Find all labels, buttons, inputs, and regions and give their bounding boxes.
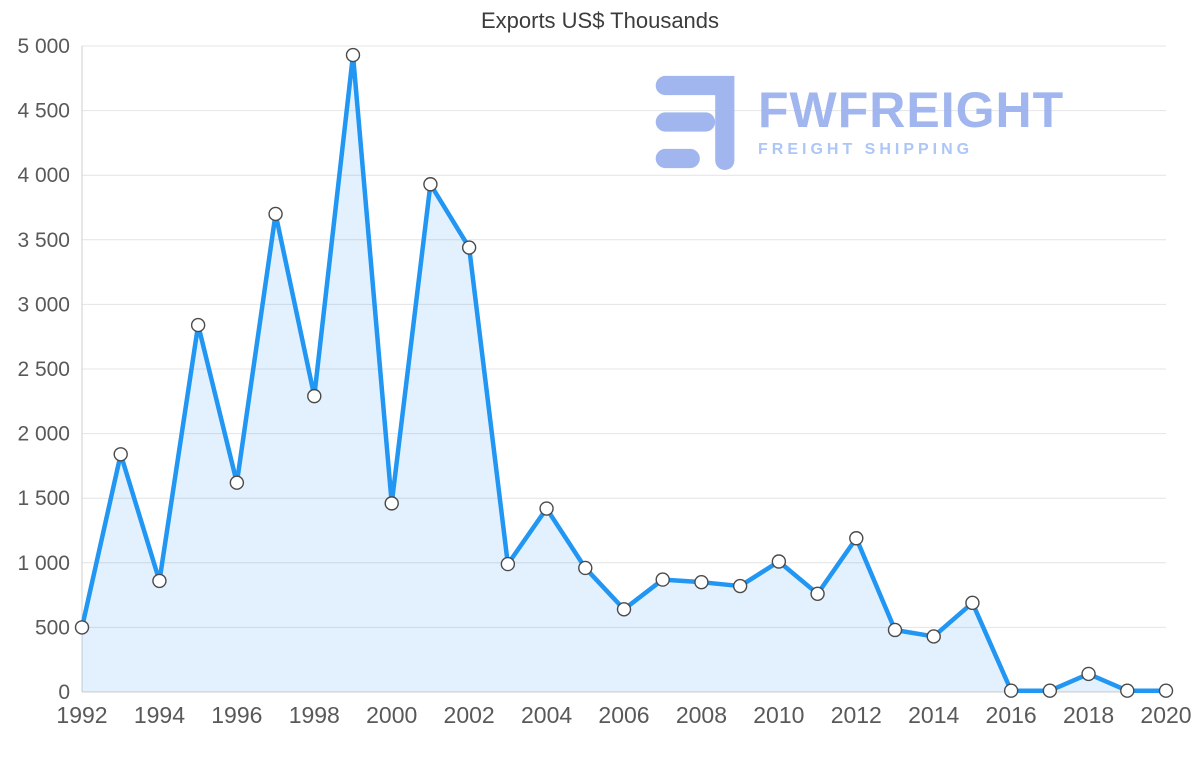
svg-text:3 500: 3 500 [17, 229, 70, 252]
svg-text:1998: 1998 [289, 702, 340, 728]
svg-text:1 500: 1 500 [17, 487, 70, 510]
chart-title: Exports US$ Thousands [480, 8, 720, 33]
svg-text:0: 0 [58, 681, 70, 704]
svg-text:5 000: 5 000 [17, 35, 70, 58]
svg-text:1992: 1992 [56, 702, 107, 728]
svg-text:2014: 2014 [908, 702, 959, 728]
svg-text:1996: 1996 [211, 702, 262, 728]
svg-text:1 000: 1 000 [17, 552, 70, 575]
svg-text:2 000: 2 000 [17, 423, 70, 446]
svg-text:2 500: 2 500 [17, 358, 70, 381]
svg-text:4 000: 4 000 [17, 164, 70, 187]
svg-text:2020: 2020 [1140, 702, 1191, 728]
svg-text:2010: 2010 [753, 702, 804, 728]
svg-text:2018: 2018 [1063, 702, 1114, 728]
svg-text:500: 500 [35, 616, 70, 639]
svg-text:2004: 2004 [521, 702, 572, 728]
svg-text:2016: 2016 [986, 702, 1037, 728]
svg-text:3 000: 3 000 [17, 293, 70, 316]
svg-text:2000: 2000 [366, 702, 417, 728]
svg-text:2002: 2002 [444, 702, 495, 728]
svg-text:1994: 1994 [134, 702, 185, 728]
svg-text:2006: 2006 [598, 702, 649, 728]
svg-text:2012: 2012 [831, 702, 882, 728]
svg-text:2008: 2008 [676, 702, 727, 728]
svg-text:4 500: 4 500 [17, 100, 70, 123]
